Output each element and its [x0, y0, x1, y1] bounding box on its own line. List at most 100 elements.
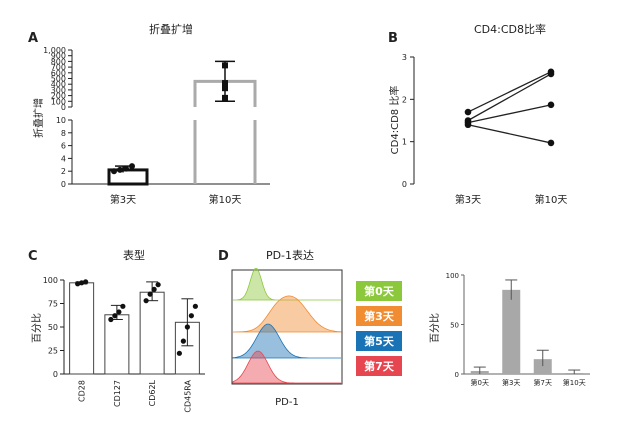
chart-b-series-line — [467, 104, 552, 124]
chart-d-histogram-curve — [232, 350, 341, 384]
chart-d-histogram-curve — [232, 323, 341, 359]
chart-a-ytick-label-upper: 500 — [51, 75, 66, 84]
chart-d-legend-label: 第3天 — [364, 309, 395, 323]
chart-b-series-line — [467, 124, 552, 144]
chart-c-category-label: CD127 — [113, 380, 122, 407]
chart-c-point — [192, 303, 198, 309]
chart-c-ytick-label: 50 — [48, 323, 58, 332]
chart-d-title: PD-1表达 — [266, 248, 314, 262]
chart-c-point — [151, 286, 157, 292]
chart-a-title: 折叠扩增 — [149, 22, 193, 36]
chart-b-point — [464, 108, 472, 116]
chart-c-title: 表型 — [123, 248, 145, 262]
chart-a-ytick-label-upper: 200 — [51, 92, 66, 101]
chart-a-ytick-label-upper: 600 — [51, 69, 66, 78]
chart-a-ytick-label-lower: 0 — [61, 180, 66, 189]
chart-d-histogram-curve — [233, 268, 341, 301]
chart-a-ylabel: 折叠扩增 — [32, 98, 45, 138]
chart-e-ytick-label: 0 — [455, 371, 459, 379]
chart-b-ytick-label: 2 — [402, 95, 407, 104]
chart-d-frame — [231, 269, 343, 385]
chart-a: 折叠扩增折叠扩增02468100100200300400500600700800… — [32, 22, 270, 206]
chart-b-point — [464, 121, 472, 129]
chart-e-ytick-label: 100 — [446, 272, 459, 280]
chart-a-ytick-label-upper: 900 — [51, 52, 66, 61]
chart-c-point — [112, 313, 118, 319]
chart-b-category-label: 第3天 — [455, 193, 481, 206]
chart-c-bar — [69, 282, 95, 375]
panel-label-b: B — [388, 31, 398, 46]
chart-b-category-label: 第10天 — [535, 193, 568, 206]
chart-a-ytick-label-upper: 100 — [51, 97, 66, 106]
chart-d-legend-swatch — [356, 356, 402, 376]
chart-c-point — [75, 281, 81, 287]
chart-b-ytick-label: 0 — [402, 180, 407, 189]
chart-a-point — [129, 163, 135, 170]
chart-b-series-line — [467, 71, 552, 113]
chart-c-point — [120, 303, 126, 309]
chart-e-category-label: 第0天 — [471, 378, 489, 387]
chart-c-ytick-label: 75 — [48, 300, 58, 309]
panel-label-a: A — [28, 31, 38, 46]
chart-c-point — [116, 309, 122, 315]
chart-e-bar — [533, 359, 552, 374]
chart-a-point — [123, 165, 129, 172]
chart-b-point — [547, 70, 555, 78]
chart-b-point — [547, 139, 555, 147]
chart-b-ylabel: CD4:CD8 比率 — [388, 86, 401, 155]
chart-d-legend-label: 第7天 — [364, 359, 395, 373]
chart-b-series-line — [467, 73, 552, 122]
chart-e-category-label: 第10天 — [563, 378, 586, 387]
chart-c-bar — [104, 314, 130, 375]
chart-a-ytick-label-upper: 0 — [61, 103, 66, 112]
chart-b: CD4:CD8比率 CD4:CD8 比率 0 1 2 3 第3天 第10天 — [388, 22, 567, 206]
chart-a-ytick-label-lower: 10 — [56, 116, 66, 125]
chart-c-point — [180, 338, 186, 344]
chart-b-point — [547, 101, 555, 109]
chart-a-ytick-label-upper: 300 — [51, 86, 66, 95]
chart-c-point — [188, 313, 194, 319]
chart-e-ylabel: 百分比 — [429, 313, 441, 343]
chart-d-legend-swatch — [356, 331, 402, 351]
chart-a-ytick-label-lower: 2 — [61, 167, 66, 176]
panel-label-c: C — [28, 249, 38, 264]
chart-e-category-label: 第7天 — [534, 378, 552, 387]
chart-c-point — [83, 279, 89, 285]
chart-a-category-label: 第10天 — [209, 193, 242, 206]
chart-c-point — [155, 282, 161, 288]
chart-e-bar — [502, 289, 521, 374]
chart-c-bar — [139, 291, 165, 375]
chart-a-point — [222, 80, 228, 87]
chart-a-point — [222, 94, 228, 101]
chart-a-point — [222, 62, 228, 69]
chart-c-point — [184, 324, 190, 330]
chart-d-bar: 百分比 0 50 100 第0天 第3天 第7天 第10天 — [429, 272, 590, 387]
chart-c-ytick-label: 100 — [43, 276, 58, 285]
chart-a-ytick-label-lower: 6 — [61, 142, 66, 151]
chart-c-point — [108, 316, 114, 323]
chart-e-ytick-label: 50 — [450, 322, 459, 330]
chart-a-ytick-label-upper: 800 — [51, 57, 66, 66]
chart-a-point — [111, 168, 117, 175]
chart-a-category-label: 第3天 — [110, 193, 136, 206]
chart-a-bar — [193, 120, 257, 184]
chart-c-point — [79, 280, 85, 286]
chart-a-ytick-label-lower: 8 — [61, 129, 66, 138]
chart-c-point — [176, 350, 182, 356]
panel-label-d: D — [218, 249, 229, 264]
chart-b-title: CD4:CD8比率 — [474, 22, 546, 36]
chart-c-ylabel: 百分比 — [31, 313, 43, 343]
chart-c-category-label: CD62L — [148, 379, 157, 406]
chart-a-point — [222, 85, 228, 92]
chart-c-category-label: CD28 — [78, 380, 87, 402]
chart-a-ytick-label-upper: 1,000 — [43, 46, 66, 55]
chart-d-xlabel: PD-1 — [275, 397, 299, 408]
chart-a-point — [117, 166, 123, 173]
chart-d-legend-label: 第5天 — [364, 334, 395, 348]
chart-a-ytick-label-upper: 400 — [51, 80, 66, 89]
chart-c-ytick-label: 25 — [48, 347, 58, 356]
chart-b-ytick-label: 3 — [402, 53, 407, 62]
